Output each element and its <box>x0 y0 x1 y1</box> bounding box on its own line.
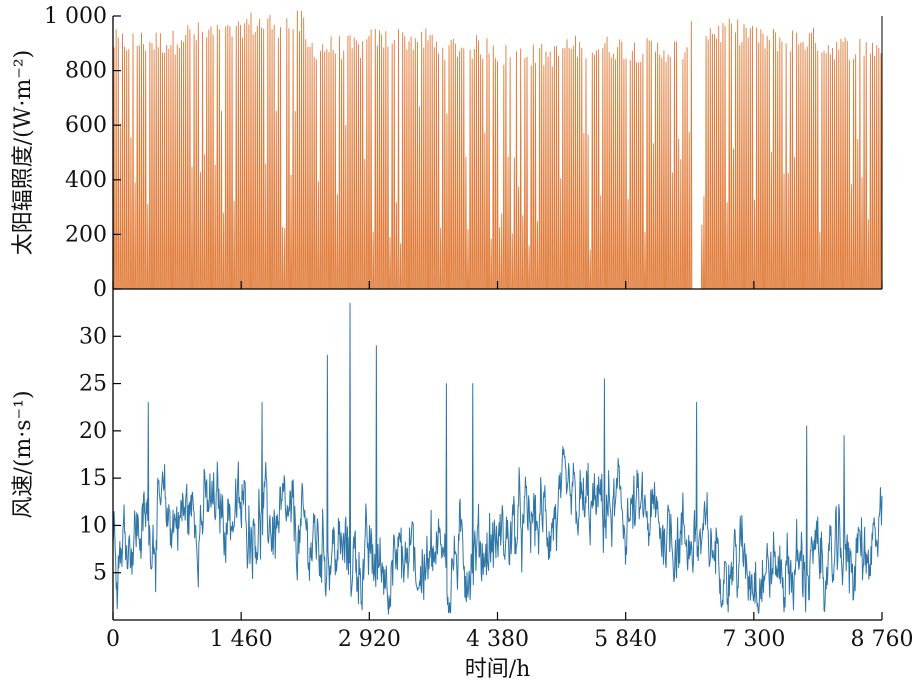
panel-1: 0 200 400 600 800 1 000 太阳辐照度/(W·m⁻²) <box>11 4 883 302</box>
x-tick-label: 5 840 <box>594 627 657 652</box>
y-tick-label: 25 <box>79 372 107 397</box>
y-tick-label: 800 <box>65 59 107 84</box>
y-axis-label: 风速/(m·s⁻¹) <box>11 390 36 518</box>
x-tick-label: 2 920 <box>338 627 401 652</box>
series-line-1 <box>113 10 882 290</box>
y-tick-label: 1 000 <box>44 4 107 29</box>
x-tick-label: 1 460 <box>210 627 273 652</box>
y-tick-label: 0 <box>93 277 107 302</box>
y-tick-label: 200 <box>65 222 107 247</box>
x-tick-label: 7 300 <box>722 627 785 652</box>
x-axis-label: 时间/h <box>465 657 531 682</box>
y-axis-label: 太阳辐照度/(W·m⁻²) <box>11 50 36 255</box>
y-tick-label: 5 <box>93 561 107 586</box>
y-tick-label: 20 <box>79 419 107 444</box>
x-tick-label: 4 380 <box>466 627 529 652</box>
y-tick-label: 30 <box>79 324 107 349</box>
x-tick-label: 8 760 <box>851 627 914 652</box>
y-tick-label: 10 <box>79 513 107 538</box>
y-tick-label: 400 <box>65 168 107 193</box>
series-line-2 <box>112 302 883 615</box>
panel-2: 5 10 15 20 25 30 0 1 460 2 920 4 380 5 840 7 300 8 7… <box>11 289 913 682</box>
x-tick-label: 0 <box>106 627 120 652</box>
y-tick-label: 600 <box>65 113 107 138</box>
y-tick-label: 15 <box>79 466 107 491</box>
